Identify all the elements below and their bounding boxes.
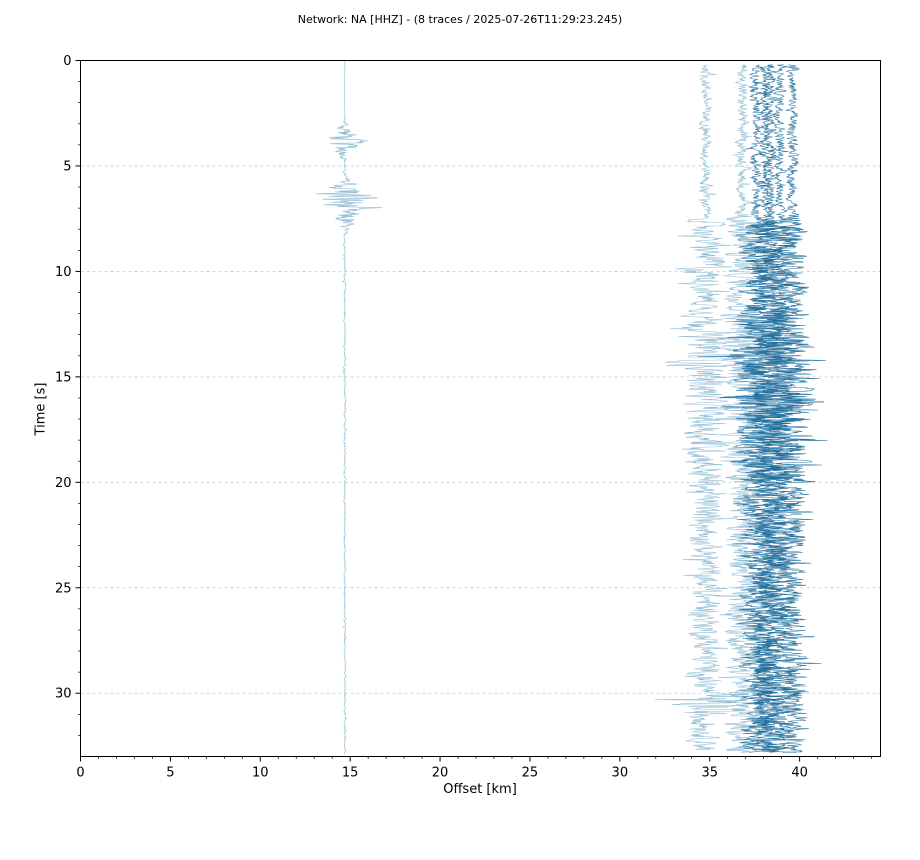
y-tick-label: 15 (55, 370, 72, 385)
y-axis-ticks: 0 5 10 15 20 25 30 (55, 54, 81, 736)
chart-title: Network: NA [HHZ] - (8 traces / 2025-07-… (297, 13, 623, 26)
y-tick-label: 0 (63, 54, 71, 69)
seismic-trace (697, 64, 778, 753)
y-tick-label: 10 (55, 265, 72, 280)
seismic-trace (759, 64, 828, 753)
x-tick-label: 10 (252, 766, 269, 781)
trace-layer (315, 60, 828, 755)
plot-frame (80, 60, 881, 757)
x-tick-label: 40 (791, 766, 808, 781)
x-tick-label: 25 (522, 766, 539, 781)
y-tick-label: 30 (55, 687, 72, 702)
y-tick-label: 5 (63, 159, 71, 174)
seismic-trace (737, 64, 817, 753)
x-tick-label: 15 (342, 766, 359, 781)
seismic-trace (655, 64, 765, 751)
x-axis-ticks: 0 5 10 15 20 25 30 35 40 (76, 756, 872, 781)
x-tick-label: 20 (432, 766, 449, 781)
x-tick-label: 5 (166, 766, 174, 781)
x-tick-label: 0 (76, 766, 84, 781)
x-axis-label: Offset [km] (443, 782, 517, 797)
y-tick-label: 25 (55, 581, 72, 596)
x-tick-label: 35 (701, 766, 718, 781)
y-tick-label: 20 (55, 476, 72, 491)
seismic-trace (315, 60, 383, 755)
x-tick-label: 30 (612, 766, 629, 781)
y-axis-label: Time [s] (33, 382, 49, 436)
